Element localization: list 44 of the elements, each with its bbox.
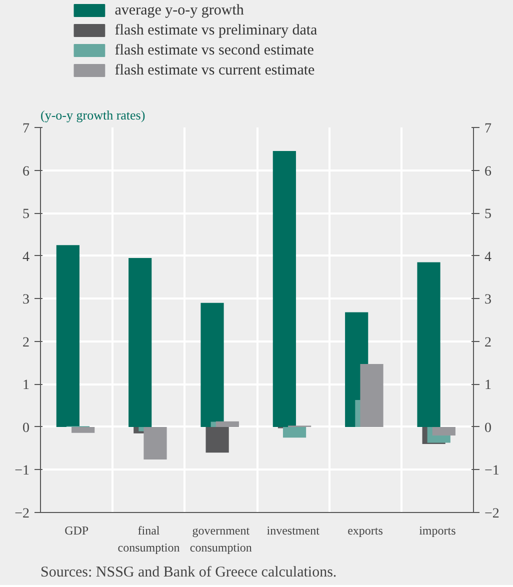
y2-tick-label: −1 <box>484 464 500 479</box>
bar <box>72 426 95 433</box>
y2-tick-label: 7 <box>484 122 492 136</box>
bar <box>144 426 167 460</box>
source-note: Sources: NSSG and Bank of Greece calculations. <box>40 564 337 580</box>
y2-tick-label: 6 <box>484 164 492 180</box>
x-tick-label: final consumption <box>118 524 180 554</box>
y2-tick-label: −2 <box>484 506 500 522</box>
x-tick-label: GDP <box>64 524 89 538</box>
legend-label: flash estimate vs current estimate <box>114 62 316 78</box>
y2-tick-label: 3 <box>484 292 492 308</box>
y2-tick-label: 2 <box>484 335 492 350</box>
bar <box>128 258 152 427</box>
y2-tick-label: 5 <box>484 207 492 222</box>
bar <box>216 421 239 427</box>
y-tick-label: 5 <box>22 207 30 222</box>
y2-tick-label: 1 <box>484 378 492 394</box>
y-tick-label: 2 <box>22 335 30 350</box>
x-tick-label: imports <box>419 524 456 538</box>
y2-tick-label: 0 <box>484 420 492 436</box>
bar <box>282 426 306 438</box>
y-tick-label: 7 <box>22 122 30 136</box>
y-tick-label: 6 <box>22 164 30 180</box>
bar <box>56 245 80 427</box>
y-tick-label: 4 <box>22 250 30 265</box>
y-tick-label: −2 <box>14 506 30 522</box>
bar <box>272 151 296 427</box>
y-tick-label: 3 <box>22 292 30 308</box>
legend-label: flash estimate vs second estimate <box>114 42 314 58</box>
x-tick-label: investment <box>266 524 320 538</box>
y2-tick-label: 4 <box>484 250 492 265</box>
bar <box>417 262 440 427</box>
y-tick-label: −1 <box>14 464 30 479</box>
bar <box>200 302 224 427</box>
x-tick-label: government consumption <box>190 524 252 554</box>
legend-label: average y-o-y growth <box>114 2 244 18</box>
bar <box>432 426 456 436</box>
chart-title: (y-o-y growth rates) <box>40 108 146 122</box>
bar <box>206 426 229 453</box>
bar <box>360 364 384 427</box>
y-tick-label: 0 <box>22 420 30 436</box>
x-tick-label: exports <box>348 524 384 538</box>
legend-label: flash estimate vs preliminary data <box>114 22 318 38</box>
y-tick-label: 1 <box>22 378 30 394</box>
